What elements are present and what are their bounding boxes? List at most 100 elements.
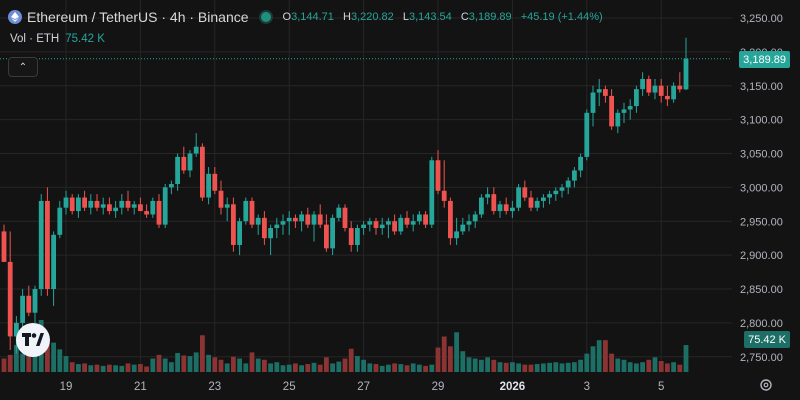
- candle-body: [671, 85, 676, 100]
- volume-bar: [665, 363, 670, 372]
- volume-bar: [528, 364, 534, 372]
- tradingview-logo[interactable]: [16, 323, 50, 357]
- volume-bar: [386, 364, 391, 372]
- volume-bar: [311, 362, 317, 372]
- candle-body: [311, 214, 317, 225]
- time-tick-label: 27: [357, 381, 370, 393]
- volume-bar: [367, 363, 373, 372]
- candle-body: [175, 156, 180, 184]
- candle-body: [379, 224, 385, 229]
- volume-bar: [423, 365, 428, 372]
- volume-bar: [94, 364, 100, 372]
- candle-body: [596, 89, 602, 93]
- candle-body: [286, 217, 292, 222]
- close-label: C: [460, 11, 469, 23]
- candle-body: [1, 231, 7, 262]
- volume-bar: [119, 365, 125, 372]
- candle-body: [491, 194, 497, 212]
- volume-bar: [652, 357, 658, 372]
- volume-bar: [125, 363, 131, 372]
- volume-bar: [224, 363, 230, 372]
- candle-body: [26, 295, 32, 313]
- volume-bar: [45, 343, 50, 372]
- candle-body: [181, 156, 187, 171]
- candle-body: [57, 207, 63, 235]
- candle-body: [559, 187, 565, 191]
- volume-bar: [206, 354, 211, 372]
- price-tick-label: 3,050.00: [740, 149, 783, 161]
- volume-bar: [541, 363, 546, 372]
- candle-body: [305, 214, 311, 225]
- candle-body: [324, 224, 329, 249]
- candle-body: [615, 112, 621, 127]
- volume-bar: [596, 340, 602, 372]
- volume-bar: [634, 363, 639, 372]
- price-tick-label: 3,150.00: [740, 81, 783, 93]
- candle-body: [144, 211, 149, 215]
- volume-bar: [150, 358, 156, 372]
- volume-bar: [497, 362, 503, 372]
- ohlc-readout: O3,144.71 H3,220.82 L3,143.54 C3,189.89 …: [277, 11, 603, 23]
- volume-bar: [218, 359, 224, 372]
- volume-bar: [7, 354, 13, 372]
- price-tick-label: 3,100.00: [740, 115, 783, 127]
- candle-body: [113, 207, 118, 212]
- volume-bar: [627, 362, 633, 372]
- time-tick-label: 23: [208, 381, 221, 393]
- volume-bar: [76, 364, 81, 372]
- candle-body: [82, 197, 87, 208]
- volume-bar: [460, 351, 466, 372]
- volume-legend[interactable]: Vol · ETH 75.42 K: [10, 33, 105, 45]
- volume-bar: [615, 358, 621, 372]
- time-tick-label: 29: [432, 381, 445, 393]
- price-tick-label: 2,950.00: [740, 216, 783, 228]
- volume-bar: [57, 349, 63, 372]
- volume-bar: [683, 345, 689, 372]
- volume-bar: [212, 357, 218, 372]
- candle-body: [603, 89, 608, 96]
- candle-body: [590, 92, 596, 113]
- candle-body: [609, 95, 614, 127]
- candle-body: [386, 221, 391, 225]
- candle-body: [652, 85, 658, 93]
- candle-body: [627, 106, 633, 110]
- symbol-title[interactable]: Ethereum / TetherUS · 4h · Binance: [27, 9, 249, 25]
- volume-bar: [193, 352, 199, 372]
- candle-body: [187, 153, 193, 171]
- volume-bar: [280, 365, 286, 372]
- volume-bar: [361, 359, 366, 372]
- candle-body: [336, 207, 342, 218]
- candle-body: [665, 95, 670, 100]
- candle-body: [237, 221, 242, 245]
- candle-body: [255, 217, 261, 225]
- ethereum-icon[interactable]: [8, 10, 22, 24]
- candle-body: [243, 200, 249, 222]
- time-tick-label: 25: [283, 381, 296, 393]
- volume-badge: 75.42 K: [744, 331, 790, 348]
- volume-bar: [51, 342, 56, 372]
- volume-bar: [472, 358, 478, 372]
- candle-body: [441, 190, 447, 201]
- collapse-legend-button[interactable]: ⌃: [8, 57, 38, 77]
- candle-body: [45, 200, 50, 289]
- candle-body: [169, 183, 174, 188]
- volume-bar: [237, 358, 242, 372]
- gear-icon[interactable]: [758, 377, 774, 393]
- volume-bar: [584, 353, 590, 372]
- volume-label: Vol · ETH: [10, 33, 60, 45]
- volume-bar: [169, 362, 174, 372]
- price-tick-label: 2,900.00: [740, 250, 783, 262]
- volume-bar: [441, 336, 447, 372]
- time-tick-label: 3: [584, 381, 590, 393]
- price-tick-label: 2,800.00: [740, 318, 783, 330]
- volume-bar: [578, 359, 583, 372]
- candle-body: [317, 214, 323, 225]
- candle-body: [466, 221, 472, 225]
- volume-bar: [491, 359, 497, 372]
- volume-bar: [138, 364, 143, 372]
- candle-body: [162, 187, 168, 225]
- open-label: O: [282, 11, 292, 23]
- volume-bar: [274, 362, 280, 372]
- volume-bar: [466, 357, 472, 372]
